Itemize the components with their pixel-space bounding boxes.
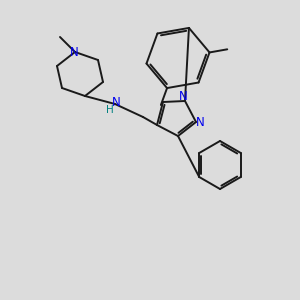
Text: H: H bbox=[106, 105, 114, 115]
Text: N: N bbox=[178, 89, 188, 103]
Text: N: N bbox=[112, 95, 120, 109]
Text: N: N bbox=[196, 116, 204, 128]
Text: N: N bbox=[70, 46, 78, 59]
